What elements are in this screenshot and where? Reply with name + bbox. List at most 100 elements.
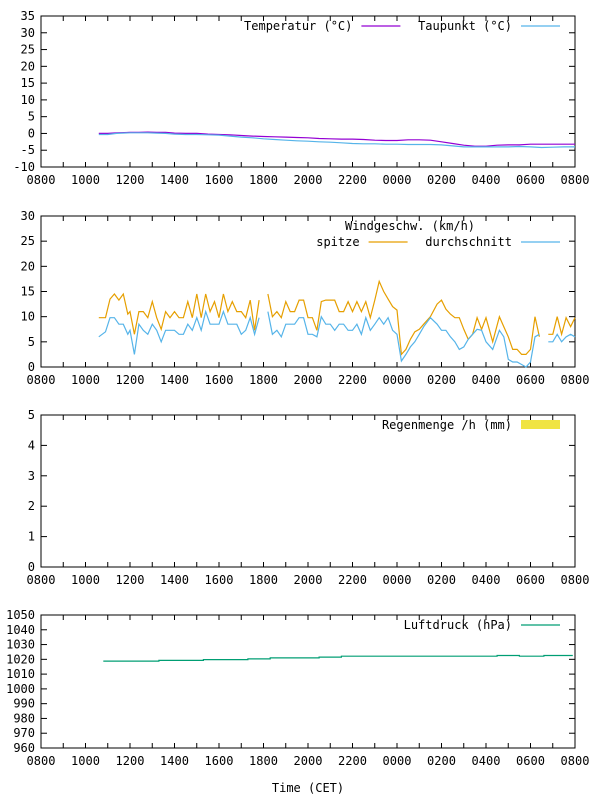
y-tick-label: 1040 (6, 623, 35, 637)
y-tick-label: 30 (21, 209, 35, 223)
x-tick-label: 0600 (516, 173, 545, 187)
plot-frame (40, 414, 576, 568)
legend-label: Temperatur (°C) (244, 19, 352, 33)
series-line (98, 132, 575, 149)
y-tick-label: 25 (21, 234, 35, 248)
x-tick-label: 1800 (249, 173, 278, 187)
plot-frame (40, 614, 576, 749)
plot-frame (40, 15, 576, 168)
x-tick-label: 0400 (472, 754, 501, 768)
x-tick-label: 1000 (71, 173, 100, 187)
y-tick-label: 15 (21, 285, 35, 299)
x-tick-label: 1000 (71, 754, 100, 768)
temperature-panel: 0800 1000 1200 1400 1600 1800 2000 2200 0000 0200… (13, 9, 589, 187)
x-tick-label: 2000 (294, 573, 323, 587)
x-tick-label: 2000 (294, 754, 323, 768)
x-tick-label: 0000 (383, 373, 412, 387)
y-tick-label: 4 (28, 438, 35, 452)
x-tick-label: 2200 (338, 754, 367, 768)
legend-title: Windgeschw. (km/h) (345, 219, 475, 233)
pressure-panel: 0800 1000 1200 1400 1600 1800 2000 2200 0000 0200… (6, 608, 589, 768)
x-tick-label: 0000 (383, 573, 412, 587)
y-tick-label: 960 (13, 741, 35, 755)
y-tick-label: 25 (21, 43, 35, 57)
x-tick-label: 0400 (472, 573, 501, 587)
x-tick-label: 0000 (383, 173, 412, 187)
y-tick-label: 20 (21, 259, 35, 273)
y-tick-label: 1030 (6, 638, 35, 652)
legend-label: Luftdruck (hPa) (404, 618, 512, 632)
x-tick-label: 1400 (160, 573, 189, 587)
x-axis-label: Time (CET) (272, 781, 344, 795)
y-tick-label: 10 (21, 93, 35, 107)
x-tick-label: 2000 (294, 373, 323, 387)
y-tick-label: 1010 (6, 667, 35, 681)
x-tick-label: 0200 (427, 373, 456, 387)
x-tick-label: 0800 (561, 173, 590, 187)
x-tick-label: 1000 (71, 373, 100, 387)
x-tick-label: 1600 (205, 754, 234, 768)
y-tick-label: -5 (21, 143, 35, 157)
wind-panel: 0800 1000 1200 1400 1600 1800 2000 2200 0000 0200… (21, 209, 590, 387)
x-tick-label: 1000 (71, 573, 100, 587)
y-tick-label: 15 (21, 76, 35, 90)
y-tick-label: 5 (28, 408, 35, 422)
x-tick-label: 0000 (383, 754, 412, 768)
x-tick-label: 0600 (516, 754, 545, 768)
x-tick-label: 2200 (338, 373, 367, 387)
y-tick-label: 30 (21, 26, 35, 40)
y-tick-label: 990 (13, 697, 35, 711)
x-tick-label: 1600 (205, 573, 234, 587)
x-tick-label: 2000 (294, 173, 323, 187)
x-tick-label: 0800 (561, 373, 590, 387)
x-tick-label: 1600 (205, 173, 234, 187)
y-tick-label: 0 (28, 360, 35, 374)
y-tick-label: 35 (21, 9, 35, 23)
legend-label: durchschnitt (425, 235, 512, 249)
x-tick-label: 1400 (160, 373, 189, 387)
y-tick-label: 10 (21, 310, 35, 324)
y-tick-label: 2 (28, 499, 35, 513)
y-tick-label: 1 (28, 530, 35, 544)
series-line (98, 279, 576, 356)
x-tick-label: 0400 (472, 173, 501, 187)
x-tick-label: 0600 (516, 573, 545, 587)
y-tick-label: 3 (28, 469, 35, 483)
x-tick-label: 1200 (116, 754, 145, 768)
y-tick-label: 1000 (6, 682, 35, 696)
x-tick-label: 1800 (249, 573, 278, 587)
x-tick-label: 0800 (27, 373, 56, 387)
x-tick-label: 0800 (27, 754, 56, 768)
y-tick-label: 970 (13, 726, 35, 740)
x-tick-label: 0600 (516, 373, 545, 387)
x-tick-label: 1200 (116, 173, 145, 187)
y-tick-label: 0 (28, 560, 35, 574)
x-tick-label: 1800 (249, 373, 278, 387)
y-tick-label: 20 (21, 59, 35, 73)
legend-label: Taupunkt (°C) (418, 19, 512, 33)
x-tick-label: 2200 (338, 173, 367, 187)
x-tick-label: 1600 (205, 373, 234, 387)
y-tick-label: 980 (13, 711, 35, 725)
y-tick-label: 5 (28, 335, 35, 349)
x-tick-label: 0800 (561, 754, 590, 768)
x-tick-label: 1200 (116, 373, 145, 387)
x-tick-label: 0400 (472, 373, 501, 387)
legend-swatch (521, 420, 560, 429)
legend-label: spitze (316, 235, 359, 249)
series-line (98, 131, 575, 147)
x-tick-label: 1400 (160, 754, 189, 768)
x-tick-label: 1800 (249, 754, 278, 768)
x-tick-label: 0800 (27, 573, 56, 587)
legend-label: Regenmenge /h (mm) (382, 418, 512, 432)
x-tick-label: 0200 (427, 573, 456, 587)
x-tick-label: 0200 (427, 754, 456, 768)
x-tick-label: 1400 (160, 173, 189, 187)
rain-panel: 0800 1000 1200 1400 1600 1800 2000 2200 0000 0200… (27, 408, 590, 587)
series-line (98, 309, 576, 368)
x-tick-label: 0800 (27, 173, 56, 187)
x-tick-label: 0200 (427, 173, 456, 187)
y-tick-label: 5 (28, 110, 35, 124)
x-tick-label: 2200 (338, 573, 367, 587)
